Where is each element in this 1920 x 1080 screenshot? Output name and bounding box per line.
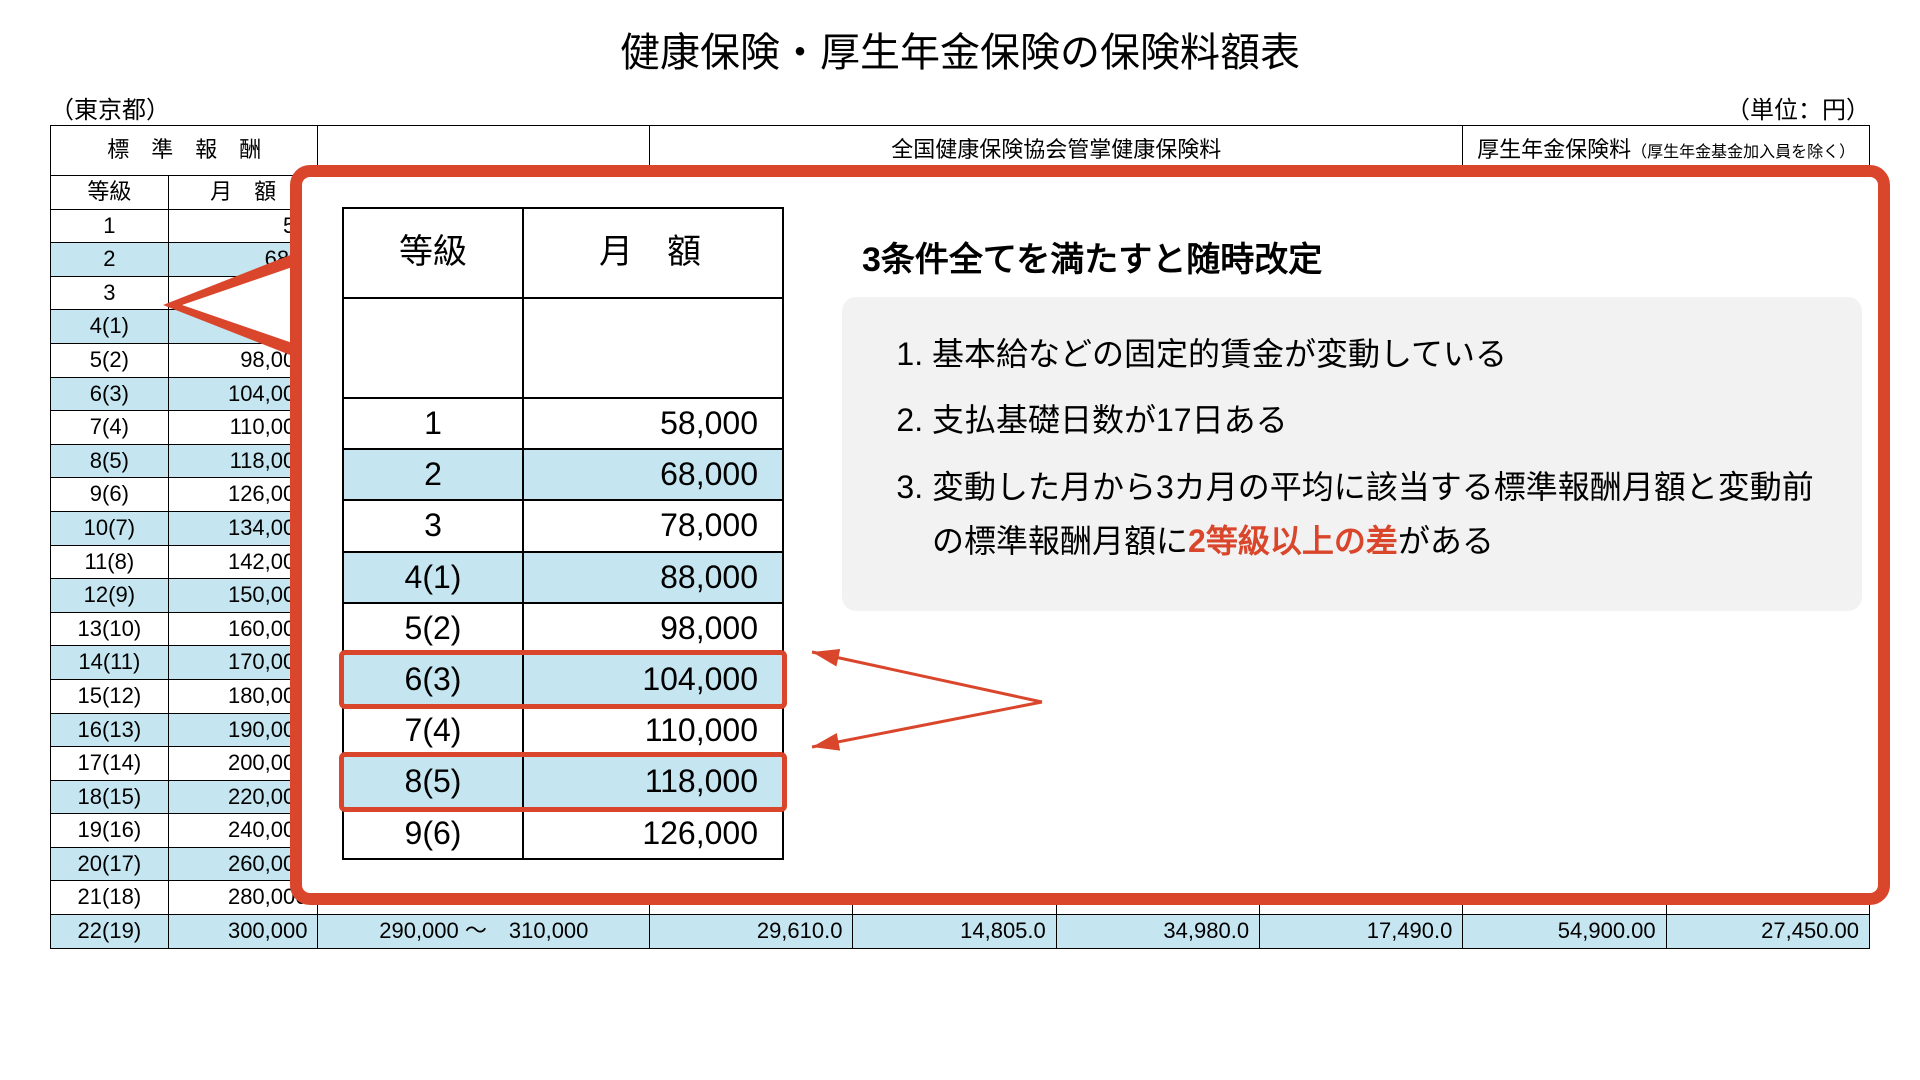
- condition-item: 変動した月から3カ月の平均に該当する標準報酬月額と変動前の標準報酬月額に2等級以…: [932, 460, 1832, 569]
- zoom-row: 8(5)118,000: [343, 756, 783, 807]
- condition-item: 支払基礎日数が17日ある: [932, 393, 1832, 447]
- zoom-row: 7(4)110,000: [343, 705, 783, 756]
- zoom-row: 158,000: [343, 398, 783, 449]
- zoom-row: 9(6)126,000: [343, 808, 783, 859]
- zoom-table: 等級 月 額 158,000268,000378,0004(1)88,0005(…: [342, 207, 784, 860]
- col-pension-main: 厚生年金保険料: [1477, 137, 1631, 162]
- zoom-row: 4(1)88,000: [343, 552, 783, 603]
- col-pension-sub: （厚生年金基金加入員を除く）: [1631, 144, 1855, 161]
- meta-unit: （単位：円）: [1726, 90, 1870, 125]
- zoom-row: 5(2)98,000: [343, 603, 783, 654]
- zoom-row: 378,000: [343, 500, 783, 551]
- col-grade: 等級: [51, 176, 169, 210]
- condition-item: 基本給などの固定的賃金が変動している: [932, 327, 1832, 381]
- zoom-row: 268,000: [343, 449, 783, 500]
- callout-panel: 等級 月 額 158,000268,000378,0004(1)88,0005(…: [290, 165, 1890, 905]
- meta-region: （東京都）: [50, 90, 170, 125]
- conditions-box: 基本給などの固定的賃金が変動している支払基礎日数が17日ある変動した月から3カ月…: [842, 297, 1862, 611]
- table-row: 22(19)300,000290,000 ～ 310,00029,610.014…: [51, 915, 1870, 949]
- zoom-row: 6(3)104,000: [343, 654, 783, 705]
- callout-tail-inner: [182, 263, 304, 347]
- col-std: 標 準 報 酬: [51, 126, 318, 176]
- zoom-col-grade: 等級: [343, 208, 523, 298]
- zoom-col-amount: 月 額: [523, 208, 783, 298]
- conditions-title: 3条件全てを満たすと随時改定: [862, 232, 1322, 281]
- page-title: 健康保険・厚生年金保険の保険料額表: [0, 0, 1920, 88]
